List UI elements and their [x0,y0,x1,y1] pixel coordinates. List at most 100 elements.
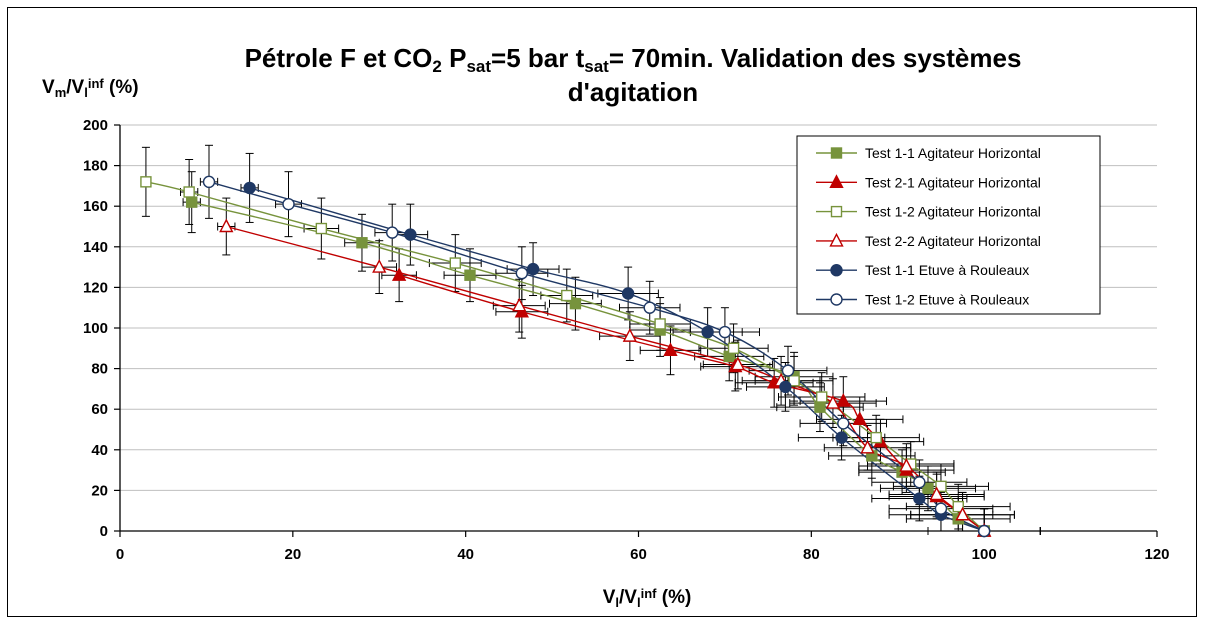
chart-frame: Pétrole F et CO2 Psat=5 bar tsat= 70min.… [7,7,1197,617]
point-s5-p2 [386,226,399,239]
text-part-3: l [637,595,641,610]
text-part-5: (%) [656,587,691,608]
y-tick-label-0: 0 [100,523,108,540]
text-part-5: (%) [104,77,139,98]
point-s3-p4 [730,356,746,371]
legend-label: Test 1-2 Etuve à Rouleaux [865,292,1029,308]
text-part-5: sat [584,57,609,76]
y-tick-labels: 0 20 40 60 80 100 120 140 160 180 200 [83,117,120,540]
point-s4-p7 [913,492,926,505]
legend-label: Test 2-2 Agitateur Horizontal [865,233,1041,249]
legend-swatch-marker [830,264,843,277]
x-tick-label-60: 60 [630,546,647,563]
series-layer [140,144,1041,538]
point-s5-p4 [643,301,656,314]
y-tick-label-160: 160 [83,198,108,215]
point-s0-p2 [464,269,476,281]
point-s5-p9 [934,502,948,515]
markers-layer [140,175,992,538]
point-s2-p0 [140,176,152,188]
point-s3-p0 [219,218,234,233]
text-part-3: sat [466,57,491,76]
x-axis-label: Vl/Vlinf (%) [603,586,692,610]
y-tick-label-200: 200 [83,117,108,134]
chart-title-line1: Pétrole F et CO2 Psat=5 bar tsat= 70min.… [245,43,1022,76]
point-s4-p2 [526,262,540,276]
point-s0-p3 [569,297,582,310]
y-tick-label-20: 20 [91,482,108,499]
legend-swatch-marker [830,205,843,218]
point-s3-p10 [955,506,970,521]
legend-item-1: Test 2-1 Agitateur Horizontal [816,174,1041,190]
point-s3-p3 [622,328,638,342]
legend-item-3: Test 2-2 Agitateur Horizontal [816,232,1041,249]
point-s4-p5 [779,380,792,394]
legend-label: Test 1-1 Etuve à Rouleaux [865,262,1029,278]
point-s0-p1 [356,237,368,249]
x-tick-label-0: 0 [116,546,124,563]
y-tick-label-100: 100 [83,320,108,337]
point-s2-p9 [870,431,882,444]
x-tick-label-40: 40 [457,546,474,563]
y-axis-label: Vm/Vlinf (%) [42,76,139,100]
legend-item-2: Test 1-2 Agitateur Horizontal [816,204,1041,220]
y-tick-label-120: 120 [83,279,108,296]
point-s3-p9 [929,486,944,501]
point-s2-p1 [183,186,195,198]
legend-swatch-marker [830,147,843,159]
point-s0-p10 [922,482,934,495]
point-s2-p7 [788,375,800,387]
y-tick-label-60: 60 [91,401,108,418]
legend-label: Test 2-1 Agitateur Horizontal [865,174,1041,190]
point-s4-p6 [835,431,848,444]
point-s4-p3 [621,287,635,300]
x-tick-label-100: 100 [972,546,997,563]
point-s2-p12 [952,500,964,513]
point-s4-p1 [404,228,417,241]
y-tick-label-180: 180 [83,158,108,175]
point-s2-p5 [654,318,666,330]
text-part-1: 2 [432,57,441,76]
y-tick-label-140: 140 [83,239,108,256]
x-tick-label-20: 20 [284,546,301,563]
point-s3-p7 [860,439,875,454]
point-s0-p7 [814,401,826,413]
point-s2-p8 [816,391,828,403]
point-s5-p1 [282,197,295,211]
legend-box [796,135,1101,315]
point-s2-p11 [935,480,947,493]
text-part-0: V [42,77,55,98]
point-s3-p2 [512,297,527,312]
y-tick-label-40: 40 [91,442,108,459]
point-s1-p0 [391,267,407,281]
point-s5-p5 [718,325,732,339]
legend-label: Test 1-1 Agitateur Horizontal [865,145,1041,161]
text-part-2: /V [619,587,637,608]
chart-title-line2: d'agitation [568,77,698,107]
point-s1-p5 [836,393,851,407]
legend-swatch-marker [829,174,844,189]
text-part-4: =5 bar t [491,43,585,73]
chart-svg: Pétrole F et CO2 Psat=5 bar tsat= 70min.… [42,43,1170,610]
point-s5-p3 [515,266,529,280]
point-s3-p6 [825,395,841,409]
point-s0-p0 [186,196,198,208]
text-part-2: /V [66,77,84,98]
text-part-4: inf [641,586,658,601]
point-s2-p6 [727,342,740,354]
legend-item-4: Test 1-1 Etuve à Rouleaux [816,262,1029,278]
x-tick-labels: 0 20 40 60 80 100 120 [116,531,1170,563]
y-tick-label-80: 80 [91,361,108,378]
text-part-1: m [55,85,67,100]
text-part-0: V [603,587,616,608]
point-s5-p8 [913,476,926,489]
point-s3-p1 [372,259,387,273]
x-tick-label-80: 80 [803,546,820,563]
point-s5-p6 [781,364,795,377]
text-part-4: inf [88,76,105,91]
point-s1-p6 [852,411,867,426]
point-s4-p4 [701,325,714,339]
point-s2-p2 [315,222,328,235]
point-s5-p0 [202,175,216,189]
text-part-3: l [84,85,88,100]
